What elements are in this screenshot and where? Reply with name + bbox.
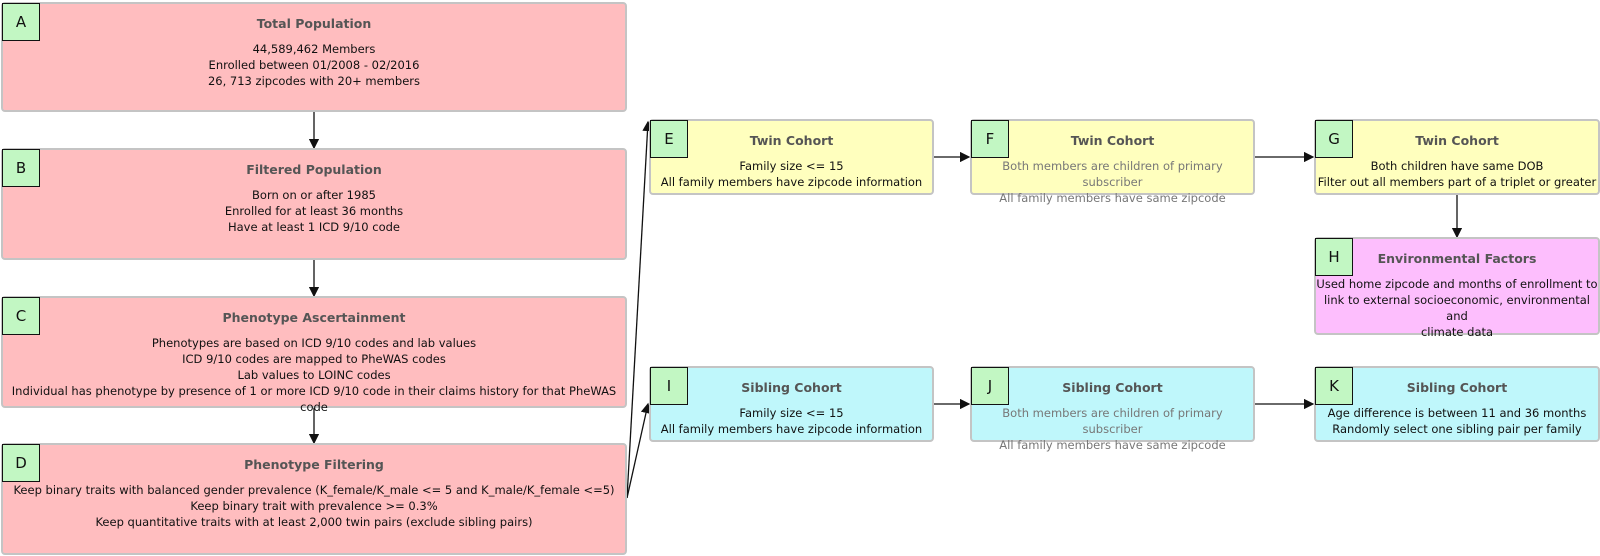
node-title: Sibling Cohort (1406, 380, 1508, 395)
node-text: All family members have same zipcode (999, 438, 1226, 452)
node-text: All family members have zipcode informat… (660, 175, 923, 189)
node-label: D (2, 444, 40, 482)
node-label: G (1315, 120, 1353, 158)
node-text: Lab values to LOINC codes (237, 368, 391, 382)
node-box: G Twin Cohort Both children have same DOB F… (1314, 119, 1600, 195)
node-text: Family size <= 15 (739, 406, 844, 420)
node-title: Twin Cohort (749, 133, 834, 148)
node-text: All family members have same zipcode (999, 191, 1226, 205)
node-text: Both members are children of primary sub… (1002, 406, 1223, 436)
node-text: Born on or after 1985 (252, 188, 376, 202)
node-text: All family members have zipcode informat… (660, 422, 923, 436)
node-text: Enrolled between 01/2008 - 02/2016 (208, 58, 420, 72)
arrow (626, 120, 653, 499)
node-title: Twin Cohort (1070, 133, 1155, 148)
node-box: H Environmental Factors Used home zipcode … (1314, 237, 1600, 339)
node-box: C Phenotype Ascertainment Phenotypes are b… (1, 296, 627, 414)
node-title: Total Population (256, 16, 372, 31)
node-text: link to external socioeconomic, environm… (1323, 293, 1591, 323)
node-title: Filtered Population (246, 162, 382, 177)
node-box: F Twin Cohort Both members are children of… (970, 119, 1255, 205)
node-title: Sibling Cohort (1062, 380, 1163, 395)
node-text: 26, 713 zipcodes with 20+ members (207, 74, 420, 88)
node-text: Keep binary traits with balanced gender … (13, 483, 615, 497)
arrow (626, 402, 652, 499)
node-text: Both members are children of primary sub… (1002, 159, 1223, 189)
node-box: J Sibling Cohort Both members are children… (970, 366, 1255, 452)
node-text: Have at least 1 ICD 9/10 code (227, 220, 401, 234)
node-text: Family size <= 15 (739, 159, 844, 173)
node-label: K (1315, 367, 1353, 405)
node-box: E Twin Cohort Family size <= 15 All family … (649, 119, 934, 195)
node-box: D Phenotype Filtering Keep binary traits w… (1, 443, 627, 555)
node-text: Both children have same DOB (1370, 159, 1544, 173)
node-text: climate data (1420, 325, 1494, 339)
node-box: I Sibling Cohort Family size <= 15 All fami… (649, 366, 934, 442)
node-label: I (650, 367, 688, 405)
node-title: Environmental Factors (1377, 251, 1537, 266)
node-text: ICD 9/10 codes are mapped to PheWAS code… (182, 352, 446, 366)
node-box: K Sibling Cohort Age difference is between… (1314, 366, 1600, 442)
node-label: F (971, 120, 1009, 158)
node-title: Twin Cohort (1415, 133, 1499, 148)
node-text: Age difference is between 11 and 36 mont… (1327, 406, 1587, 420)
node-text: Individual has phenotype by presence of … (11, 384, 617, 414)
node-box: B Filtered Population Born on or after 198… (1, 148, 627, 260)
node-label: J (971, 367, 1009, 405)
node-label: B (2, 149, 40, 187)
node-text: Used home zipcode and months of enrollme… (1316, 277, 1598, 291)
node-text: Keep binary trait with prevalence >= 0.3… (190, 499, 438, 513)
node-text: Enrolled for at least 36 months (224, 204, 404, 218)
node-text: Phenotypes are based on ICD 9/10 codes a… (151, 336, 477, 350)
node-label: H (1315, 238, 1353, 276)
node-label: A (2, 3, 40, 41)
node-label: C (2, 297, 40, 335)
node-title: Phenotype Filtering (244, 457, 384, 472)
node-box: A Total Population 44,589,462 Members Enrol… (1, 2, 627, 112)
node-text: Filter out all members part of a triplet… (1317, 175, 1597, 189)
node-text: Randomly select one sibling pair per fam… (1332, 422, 1582, 436)
node-text: Keep quantitative traits with at least 2… (95, 515, 533, 529)
node-title: Sibling Cohort (741, 380, 842, 395)
node-label: E (650, 120, 688, 158)
node-title: Phenotype Ascertainment (222, 310, 406, 325)
node-text: 44,589,462 Members (252, 42, 376, 56)
